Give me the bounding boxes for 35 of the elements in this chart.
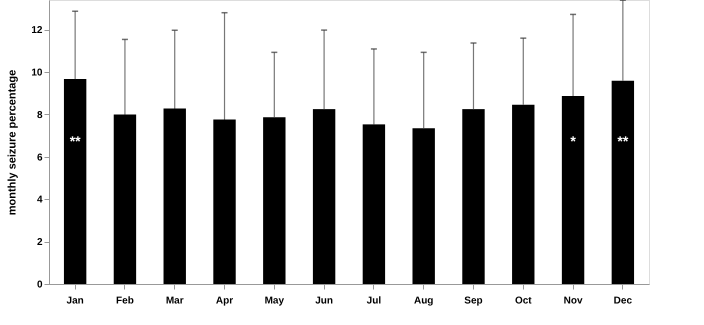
y-tick-label: 12 [31, 25, 43, 36]
x-tick-label: Jul [366, 296, 382, 306]
x-tick-label: Aug [414, 296, 434, 306]
x-tick-label: Oct [514, 296, 532, 306]
x-tick-label: Jun [315, 296, 333, 306]
y-axis-title: monthly seizure percentage [6, 70, 18, 216]
y-tick-label: 6 [36, 152, 43, 164]
bar [362, 124, 386, 284]
bar [213, 120, 236, 284]
bar [462, 109, 485, 284]
data-label: ** [617, 133, 629, 149]
y-tick-label: 2 [36, 237, 43, 248]
x-tick-label: Jan [66, 296, 84, 306]
x-tick-label: Feb [116, 296, 134, 306]
x-tick-label: Nov [564, 296, 583, 306]
bar [512, 104, 534, 284]
x-tick-label: Dec [614, 296, 632, 306]
data-label: * [570, 133, 576, 149]
x-tick-label: Apr [216, 296, 234, 306]
bar [412, 128, 435, 284]
bar [562, 96, 584, 284]
bar [114, 114, 136, 284]
y-tick-label: 8 [36, 110, 43, 121]
y-tick-label: 10 [31, 68, 43, 79]
y-tick-label: 4 [36, 194, 43, 206]
bar [64, 79, 86, 284]
x-tick-label: Sep [464, 296, 483, 306]
y-tick-label: 0 [36, 280, 43, 290]
bar [263, 117, 286, 284]
bar [164, 108, 186, 284]
bar [312, 109, 336, 284]
data-label: ** [70, 133, 82, 149]
x-tick-label: Mar [166, 296, 184, 306]
x-tick-label: May [264, 296, 284, 306]
bar [612, 80, 634, 284]
